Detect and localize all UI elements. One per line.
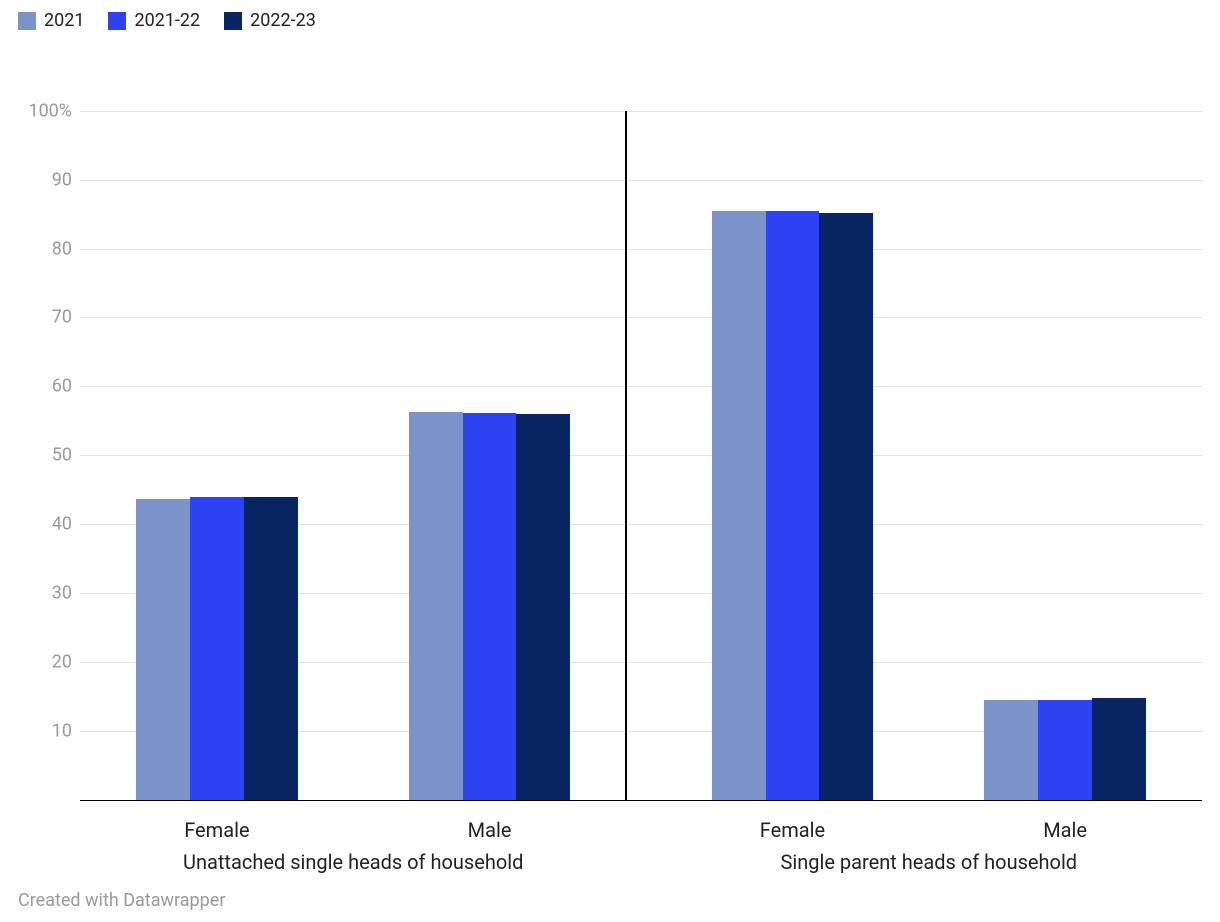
legend-label: 2021-22: [134, 10, 200, 31]
y-tick-label: 70: [52, 307, 80, 328]
chart-frame: 20212021-222022-23 102030405060708090100…: [0, 0, 1220, 922]
x-group-label: Unattached single heads of household: [183, 850, 523, 874]
gridline: [80, 111, 1202, 112]
bar: [819, 213, 873, 800]
y-tick-label: 50: [52, 445, 80, 466]
legend-swatch: [18, 12, 36, 30]
bar: [463, 413, 517, 800]
gridline: [80, 386, 1202, 387]
y-tick-label: 40: [52, 514, 80, 535]
bar: [984, 700, 1038, 800]
bar: [409, 412, 463, 800]
legend-item: 2022-23: [224, 10, 316, 31]
x-group-label: Single parent heads of household: [780, 850, 1077, 874]
x-axis-line: [80, 800, 1202, 801]
y-tick-label: 80: [52, 238, 80, 259]
plot-area: 102030405060708090100%: [80, 90, 1202, 800]
bar: [516, 414, 570, 800]
bar: [1092, 698, 1146, 800]
bar: [136, 499, 190, 800]
y-tick-label: 60: [52, 376, 80, 397]
gridline: [80, 317, 1202, 318]
bar: [712, 211, 766, 800]
gridline: [80, 455, 1202, 456]
legend-item: 2021: [18, 10, 84, 31]
gridline: [80, 180, 1202, 181]
y-tick-label: 10: [52, 721, 80, 742]
bar: [1038, 700, 1092, 800]
gridline: [80, 249, 1202, 250]
y-tick-label: 20: [52, 652, 80, 673]
x-item-label: Female: [760, 818, 825, 842]
bar: [190, 497, 244, 800]
legend-label: 2022-23: [250, 10, 316, 31]
bar: [244, 497, 298, 800]
x-item-label: Male: [1043, 818, 1087, 842]
legend-swatch: [108, 12, 126, 30]
x-item-label: Female: [184, 818, 249, 842]
x-item-label: Male: [468, 818, 512, 842]
credit-text: Created with Datawrapper: [18, 890, 225, 911]
y-tick-label: 30: [52, 583, 80, 604]
bar: [766, 211, 820, 800]
y-tick-label: 90: [52, 169, 80, 190]
y-tick-label: 100%: [28, 100, 80, 121]
legend-item: 2021-22: [108, 10, 200, 31]
group-divider: [625, 111, 627, 800]
legend-swatch: [224, 12, 242, 30]
legend-label: 2021: [44, 10, 84, 31]
legend: 2021 2021-22 2022-23: [18, 10, 316, 31]
